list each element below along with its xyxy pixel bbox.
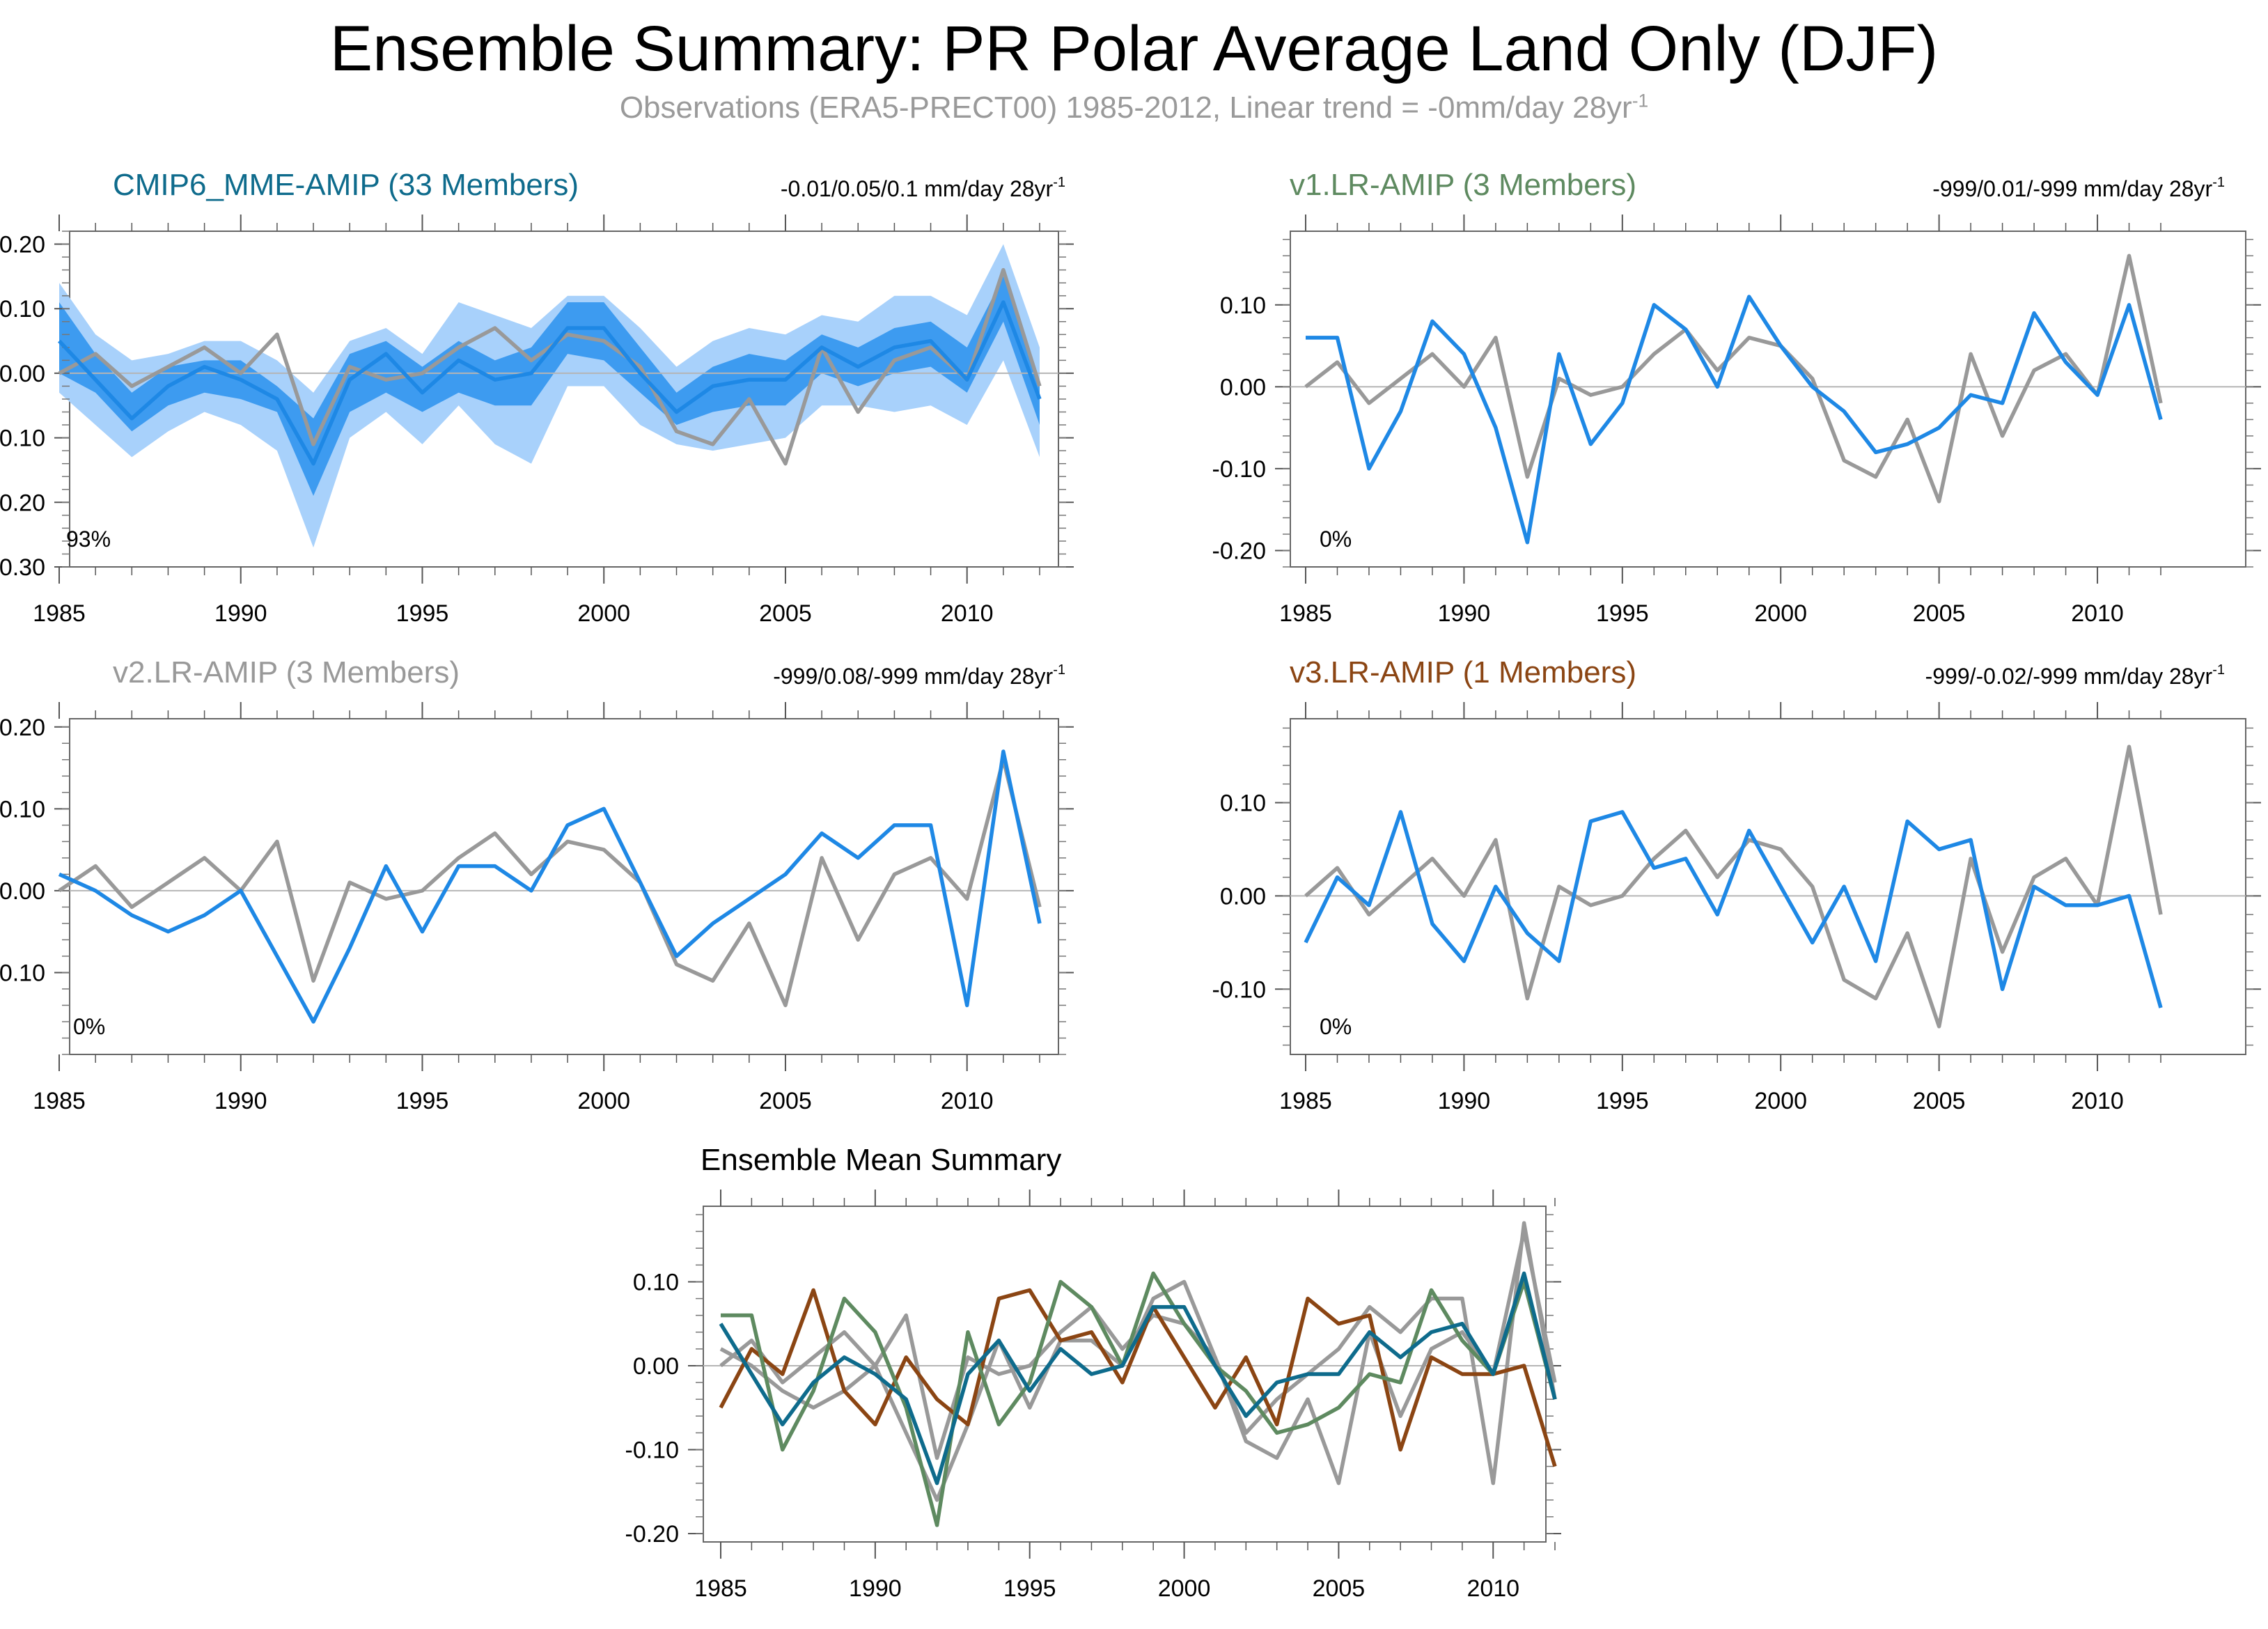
band-outer-cmip6 [59,244,1040,548]
ytick-label: 0.10 [0,796,45,823]
page-title: Ensemble Summary: PR Polar Average Land … [329,13,1939,84]
ytick-label: 0.10 [0,296,45,322]
ytick-label: -0.30 [0,554,45,581]
xtick-label: 2010 [2071,1088,2124,1114]
chart-panel-v2: v2.LR-AMIP (3 Members) -999/0.08/-999 mm/… [0,655,1074,1114]
xtick-label: 2010 [941,1088,994,1114]
xtick-label: 2000 [1158,1575,1211,1602]
series-line-cmip6-1 [57,300,1042,466]
series-line-v2-0 [58,758,1042,1008]
series-line-mean-4 [719,1271,1557,1486]
series-line-v1-1 [1306,295,2163,545]
panel-title-v3: v3.LR-AMIP (1 Members) [1290,655,1636,689]
ytick-label: 0.20 [0,232,45,258]
panel-title-v2: v2.LR-AMIP (3 Members) [113,655,460,689]
subtitle-text: Observations (ERA5-PRECT00) 1985-2012, L… [619,91,1632,125]
series-line-mean-2 [719,1288,1557,1467]
percent-label-v1: 0% [1320,527,1352,552]
xtick-label: 1990 [849,1575,902,1602]
percent-label-v3: 0% [1320,1014,1352,1039]
chart-panel-mean: Ensemble Mean Summary -0.20 -0.10 0.00 0.10 1… [625,1143,1561,1602]
xtick-label: 1985 [1279,600,1332,627]
ytick-label: 0.20 [0,715,45,741]
page-subtitle: Observations (ERA5-PRECT00) 1985-2012, L… [0,91,2268,125]
series-line-v1-0 [1304,254,2163,504]
panel-title-cmip6: CMIP6_MME-AMIP (33 Members) [113,168,579,202]
xtick-label: 2005 [759,1088,812,1114]
xtick-label: 2005 [1913,1088,1966,1114]
xtick-label: 1990 [1438,1088,1491,1114]
trend-label-cmip6: -0.01/0.05/0.1 mm/day 28yr-1 [781,175,1065,201]
ytick-label: -0.10 [625,1437,680,1463]
plot-frame-v1 [1290,231,2246,568]
xtick-label: 1985 [33,1088,86,1114]
ytick-label: 0.10 [633,1269,679,1295]
percent-label-v2: 0% [73,1014,105,1039]
xtick-label: 1990 [214,1088,267,1114]
ytick-label: 0.10 [1220,293,1266,319]
plot-frame-mean [703,1206,1547,1543]
xtick-label: 1985 [33,600,86,627]
xtick-label: 2000 [577,1088,630,1114]
xtick-label: 1990 [214,600,267,627]
xtick-label: 2000 [577,600,630,627]
series-line-mean-1 [719,1221,1557,1502]
xtick-label: 2005 [759,600,812,627]
trend-label-v3: -999/-0.02/-999 mm/day 28yr-1 [1925,662,2225,689]
ytick-label: -0.20 [0,490,45,516]
chart-panel-v3: v3.LR-AMIP (1 Members) -999/-0.02/-999 mm… [1212,655,2261,1114]
xtick-label: 2000 [1754,600,1807,627]
series-line-v2-1 [58,749,1042,1024]
xtick-label: 2010 [1467,1575,1519,1602]
xtick-label: 2010 [2071,600,2124,627]
xtick-label: 2000 [1754,1088,1807,1114]
plot-frame-v3 [1290,718,2246,1055]
xtick-label: 1995 [1596,1088,1649,1114]
panel-title-v1: v1.LR-AMIP (3 Members) [1290,168,1636,202]
band-inner-cmip6 [59,276,1040,497]
xtick-label: 2005 [1313,1575,1366,1602]
ytick-label: -0.10 [1212,456,1267,483]
ytick-label: -0.10 [0,426,45,452]
ytick-label: -0.10 [1212,976,1267,1003]
xtick-label: 1995 [396,1088,449,1114]
series-line-cmip6-0 [58,267,1042,466]
ytick-label: 0.00 [1220,374,1266,400]
chart-panel-cmip6: CMIP6_MME-AMIP (33 Members) -0.01/0.05/0.… [0,168,1074,627]
xtick-label: 1995 [1596,600,1649,627]
xtick-label: 2010 [941,600,994,627]
trend-label-v2: -999/0.08/-999 mm/day 28yr-1 [773,662,1065,689]
xtick-label: 2005 [1913,600,1966,627]
ytick-label: -0.20 [625,1521,680,1548]
series-line-mean-3 [721,1271,1557,1527]
ytick-label: -0.10 [0,960,45,986]
ytick-label: 0.00 [633,1353,679,1380]
ytick-label: 0.00 [0,878,45,905]
trend-label-v1: -999/0.01/-999 mm/day 28yr-1 [1932,175,2225,201]
subtitle-exponent: -1 [1632,90,1649,111]
series-line-v3-0 [1304,745,2163,1029]
ytick-label: 0.10 [1220,790,1266,817]
plot-frame-v2 [69,718,1059,1055]
xtick-label: 1995 [1003,1575,1056,1602]
xtick-label: 1985 [694,1575,747,1602]
ytick-label: -0.20 [1212,538,1267,564]
chart-panel-v1: v1.LR-AMIP (3 Members) -999/0.01/-999 mm/… [1212,168,2261,627]
ytick-label: 0.00 [0,361,45,387]
percent-label-cmip6: 93% [66,527,111,552]
xtick-label: 1995 [396,600,449,627]
series-line-v3-1 [1304,810,2163,1008]
xtick-label: 1985 [1279,1088,1332,1114]
xtick-label: 1990 [1438,600,1491,627]
ytick-label: 0.00 [1220,883,1266,910]
panel-title-mean: Ensemble Mean Summary [701,1143,1061,1177]
